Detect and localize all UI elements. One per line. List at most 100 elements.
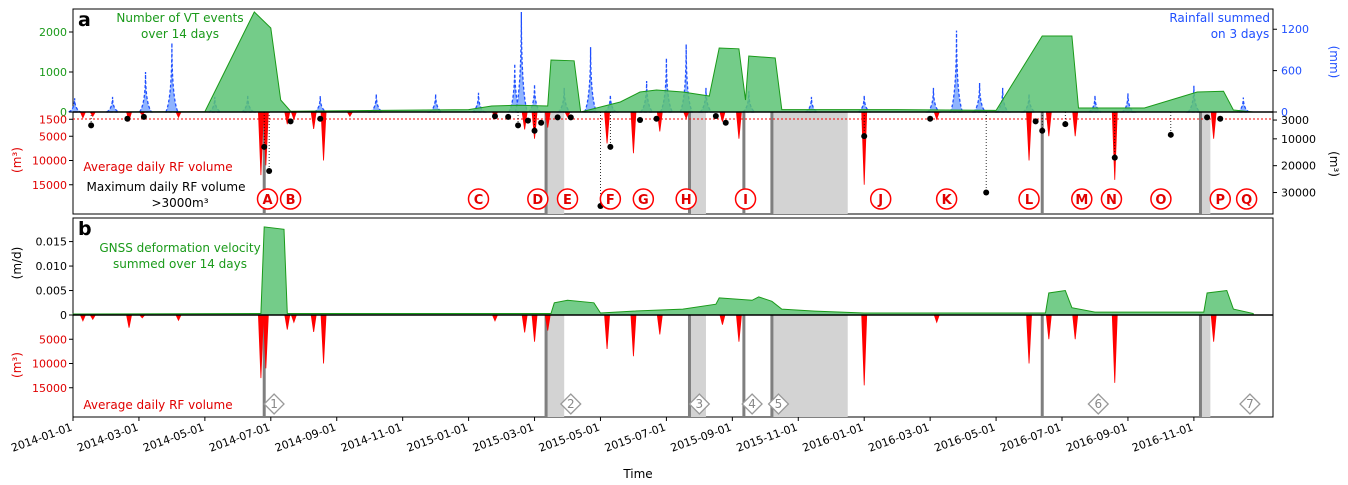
phase-diamond [263, 393, 285, 415]
shaded-span-a [1200, 112, 1211, 214]
rf-avg-legend: Average daily RF volume [83, 160, 232, 174]
event-circle [556, 188, 579, 210]
rf-max-dot [722, 119, 729, 126]
x-tick-label: 2014-03-01 [75, 421, 140, 455]
x-tick-label: 2015-03-01 [471, 421, 536, 455]
phase-diamond [1087, 393, 1110, 415]
rf-avg-spike [175, 111, 182, 119]
x-tick-label: 2015-07-01 [603, 421, 668, 455]
phase-label: 5 [775, 397, 783, 411]
rf-max-dot [1032, 118, 1039, 125]
x-tick-label: 2016-01-01 [801, 421, 866, 455]
rf-avg-spike-b [656, 314, 663, 335]
phase-label: 3 [696, 397, 704, 411]
rf-max-dot [861, 133, 868, 140]
event-label: K [942, 193, 953, 208]
x-axis-title: Time [622, 467, 652, 481]
event-circle [527, 188, 549, 210]
rf-max-dot [653, 115, 660, 122]
rf-max-dot [140, 113, 147, 120]
phase-diamond [1239, 393, 1261, 415]
rf-b-y-label: 5000 [39, 333, 67, 346]
x-tick-label: 2015-05-01 [537, 421, 602, 455]
phase-label: 2 [567, 397, 575, 411]
rf-avg-spike-b [284, 314, 291, 330]
event-label: Q [1241, 193, 1252, 208]
x-tick-label: 2016-03-01 [867, 421, 932, 455]
rf-avg-spike-b [521, 314, 528, 333]
x-tick-label: 2014-11-01 [339, 421, 404, 455]
rf-avg-spike-b [491, 314, 499, 322]
vt-legend-line1: Number of VT events [116, 11, 243, 25]
rf-avg-spike-b [126, 314, 133, 328]
rain-spike [427, 94, 444, 113]
rf-unit-left: (m³) [10, 147, 24, 173]
gnss-unit: (m/d) [10, 247, 24, 280]
vt-y-label: 1000 [39, 66, 67, 79]
x-tick-label: 2015-11-01 [735, 421, 800, 455]
event-circle [1100, 188, 1123, 210]
event-circle [467, 188, 490, 210]
rf-max-dot [1204, 114, 1211, 121]
rf-avg-spike-b [1072, 314, 1079, 340]
rf-avg-spike-b [175, 314, 182, 322]
event-circle [869, 188, 892, 210]
rf-avg-spike [531, 111, 538, 139]
event-label: F [606, 193, 615, 208]
rain-y-label: 600 [1281, 65, 1302, 78]
rf-max-dot [491, 113, 498, 120]
rf-max-dot [287, 118, 294, 125]
event-circle [599, 188, 622, 210]
rf-avg-spike [257, 111, 264, 176]
x-tick-label: 2014-07-01 [207, 421, 272, 455]
rf-avg-spike [310, 111, 317, 130]
vt-legend-line2: over 14 days [141, 27, 219, 41]
rf-avg-spike-b [320, 314, 327, 364]
x-tick-label: 2015-01-01 [405, 421, 470, 455]
event-label: B [286, 193, 296, 208]
event-label: H [681, 193, 692, 208]
rf-max-dot [607, 143, 614, 150]
phase-label: 6 [1094, 397, 1102, 411]
rf-avg-spike [1045, 111, 1052, 137]
event-circle [1150, 188, 1172, 210]
x-tick-label: 2014-09-01 [273, 421, 338, 455]
phase-diamond [767, 393, 790, 415]
rf-max-dot [266, 168, 273, 175]
event-circle [675, 188, 697, 210]
gnss-y-label: 0.015 [36, 236, 68, 249]
rf-max-dot [524, 117, 531, 124]
phase-diamond [688, 393, 711, 415]
rf-avg-spike-b [1210, 314, 1217, 342]
rf-avg-spike-b [933, 314, 940, 324]
rain-spike [949, 30, 964, 113]
vt-y-label: 0 [60, 106, 67, 119]
rf-unit-right: (m³) [1327, 151, 1341, 177]
rf-avg-spike [933, 111, 940, 121]
phase-diamond [559, 393, 582, 415]
rain-spike [971, 83, 988, 113]
rf-avg-spike [656, 111, 663, 132]
event-circle [279, 188, 302, 210]
x-tick-label: 2016-07-01 [999, 421, 1064, 455]
event-circle [1235, 188, 1258, 210]
vt-y-label: 2000 [39, 26, 67, 39]
rain-spike [514, 11, 529, 113]
event-label: A [262, 193, 272, 208]
rf-avg-spike-b [290, 314, 297, 324]
x-tick-label: 2016-05-01 [933, 421, 998, 455]
shaded-span-a [771, 112, 848, 214]
rain-legend-line2: on 3 days [1211, 27, 1270, 41]
rain-spike [857, 95, 871, 113]
rf-avg-spike-b [604, 314, 610, 349]
rf-avg-spike-b [1111, 314, 1118, 383]
rf-avg-spike [1210, 111, 1217, 139]
event-circle [1071, 188, 1093, 210]
rain-unit: (mm) [1327, 46, 1341, 79]
rfmax-y-label: 3000 [1281, 114, 1309, 127]
event-circle [632, 188, 655, 210]
event-circle [734, 188, 757, 210]
rf-max-legend-line1: Maximum daily RF volume [86, 180, 245, 194]
rf-max-dot [1217, 115, 1224, 122]
